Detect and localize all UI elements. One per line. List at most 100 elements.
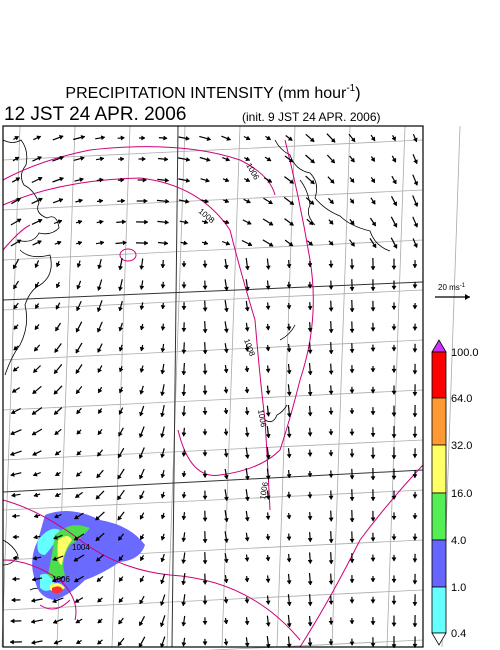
wind-arrow-head <box>143 198 148 204</box>
wind-arrow-head <box>391 600 397 605</box>
wind-arrow-head <box>328 580 334 585</box>
wind-scale-superscript: -1 <box>460 283 466 289</box>
wind-arrow-head <box>37 156 42 161</box>
wind-arrow-head <box>10 430 16 436</box>
wind-arrow-head <box>202 620 208 626</box>
wind-arrow-head <box>181 601 187 607</box>
wind-arrow-head <box>75 471 81 477</box>
wind-arrow-head <box>75 369 81 374</box>
wind-arrow-head <box>412 454 418 459</box>
wind-arrow-head <box>307 581 313 586</box>
wind-arrow-head <box>245 198 251 204</box>
wind-arrow-head <box>144 219 149 225</box>
wind-arrow-head <box>391 455 397 460</box>
lat-line <box>2 439 424 461</box>
wind-arrow-head <box>78 198 84 204</box>
wind-arrow-head <box>52 598 57 604</box>
wind-arrow-head <box>16 198 22 203</box>
colorbar-bin <box>431 351 447 399</box>
wind-arrow-head <box>202 350 208 355</box>
wind-arrow-head <box>370 557 376 562</box>
wind-arrow-head <box>97 451 102 457</box>
wind-arrow-head <box>392 243 398 249</box>
wind-arrow-head <box>36 135 42 141</box>
wind-arrow-head <box>265 285 271 290</box>
wind-arrow-head <box>391 622 397 627</box>
wind-arrow-head <box>370 178 375 184</box>
wind-arrow-head <box>391 326 397 331</box>
wind-arrow-head <box>160 453 166 459</box>
wind-arrow-head <box>206 157 211 162</box>
wind-arrow-head <box>244 454 250 459</box>
wind-arrow-head <box>33 534 38 540</box>
wind-arrow-head <box>59 155 65 161</box>
wind-arrow-head <box>223 286 229 292</box>
wind-arrow-head <box>391 285 397 290</box>
contour-label: 1004 <box>72 543 90 552</box>
wind-arrow-head <box>55 262 61 268</box>
wind-arrow-head <box>203 219 209 225</box>
wind-arrow-head <box>75 389 81 395</box>
wind-arrow-head <box>223 307 229 313</box>
wind-arrow-head <box>141 135 146 141</box>
wind-arrow-head <box>391 347 397 352</box>
wind-arrow-head <box>244 327 250 332</box>
wind-arrow-head <box>160 535 166 541</box>
wind-arrow-head <box>307 432 313 437</box>
wind-arrow-head <box>349 518 355 523</box>
wind-arrow-head <box>51 577 57 583</box>
wind-arrow-head <box>328 370 334 375</box>
wind-arrow-head <box>224 198 230 204</box>
wind-arrow-head <box>11 513 17 519</box>
wind-arrow-head <box>328 307 334 312</box>
colorbar-bin <box>431 397 447 446</box>
wind-arrow-head <box>370 643 376 648</box>
wind-arrow-head <box>286 264 292 269</box>
wind-arrow-head <box>412 413 418 418</box>
wind-scale-text: 20 ms <box>438 283 460 292</box>
map-frame <box>2 125 424 648</box>
wind-arrow-head <box>286 494 292 499</box>
wind-arrow-head <box>35 283 40 289</box>
wind-arrow-head <box>139 389 145 395</box>
wind-arrow-head <box>391 390 397 395</box>
wind-arrow-head <box>160 391 166 397</box>
wind-arrow-head <box>74 514 79 520</box>
wind-arrow-head <box>307 516 313 521</box>
wind-arrow-head <box>244 517 250 522</box>
wind-arrow-head <box>244 599 250 604</box>
wind-arrow-head <box>349 369 355 374</box>
wind-arrow-head <box>181 349 187 355</box>
wind-arrow-head <box>159 601 165 606</box>
wind-arrow-head <box>33 346 39 352</box>
wind-arrow-head <box>181 580 187 586</box>
precip-16-32 <box>50 536 72 592</box>
wind-arrow-head <box>391 515 397 521</box>
wind-arrow-head <box>53 389 59 395</box>
wind-arrow-head <box>328 473 334 479</box>
wind-arrow-head <box>118 326 124 332</box>
wind-arrow-head <box>350 137 356 143</box>
wind-arrow-head <box>328 410 334 416</box>
wind-arrow-head <box>349 308 355 313</box>
wind-arrow-head <box>288 157 294 163</box>
wind-arrow-head <box>160 326 166 331</box>
wind-arrow-head <box>139 265 145 270</box>
wind-arrow-head <box>75 327 81 333</box>
wind-arrow-head <box>203 240 209 246</box>
wind-arrow-head <box>74 598 80 603</box>
wind-arrow-head <box>118 388 124 394</box>
wind-arrow-head <box>99 240 105 246</box>
wind-arrow-head <box>223 409 229 415</box>
wind-arrow-head <box>307 494 313 499</box>
wind-arrow-head <box>391 434 397 439</box>
wind-arrow-head <box>391 557 397 562</box>
wind-arrow-head <box>244 265 250 271</box>
wind-arrow-head <box>11 388 17 393</box>
wind-arrow-head <box>308 241 313 246</box>
wind-arrow-head <box>185 157 191 162</box>
wind-arrow-head <box>245 156 251 161</box>
wind-arrow-head <box>223 641 229 646</box>
wind-arrow-head <box>202 431 208 436</box>
wind-arrow-head <box>391 475 397 480</box>
